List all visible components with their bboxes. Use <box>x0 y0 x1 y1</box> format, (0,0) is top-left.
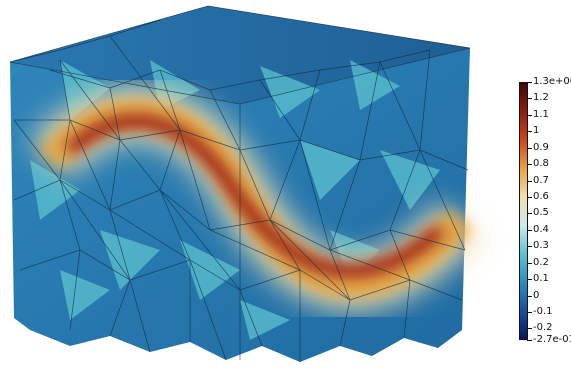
colorbar-gradient <box>519 82 528 340</box>
colorbar-tick-label: -0.1 <box>527 306 553 318</box>
colorbar-tick-label: 0.6 <box>527 191 549 203</box>
colorbar-tick-label: 1 <box>526 125 540 137</box>
colorbar-tick-label: 0.2 <box>527 256 549 268</box>
colorbar-tick-label: 0.4 <box>527 223 549 235</box>
colorbar-tick-label: -0.2 <box>527 322 553 334</box>
mesh-top-face <box>10 6 470 104</box>
colorbar-tick-label: 0.8 <box>527 158 549 170</box>
colorbar-tick-label: 1.2 <box>527 92 549 104</box>
colorbar-tick-label: 0.9 <box>527 141 549 153</box>
colorbar-tick-label: 0.5 <box>527 207 549 219</box>
mesh-body <box>9 5 481 362</box>
colorbar-max-label: 1.3e+00 <box>526 77 571 87</box>
colorbar-tick-label: 0.7 <box>527 174 549 186</box>
colorbar-tick-label: 1.1 <box>527 108 549 120</box>
colorbar-tick-label: 0.1 <box>527 273 549 285</box>
colorbar-tick-label: 0.3 <box>527 240 549 252</box>
colorbar-min-label: -2.7e-01 <box>527 335 571 345</box>
mesh-wireframe <box>9 5 471 362</box>
colorbar-tick-label: 0 <box>526 289 540 301</box>
